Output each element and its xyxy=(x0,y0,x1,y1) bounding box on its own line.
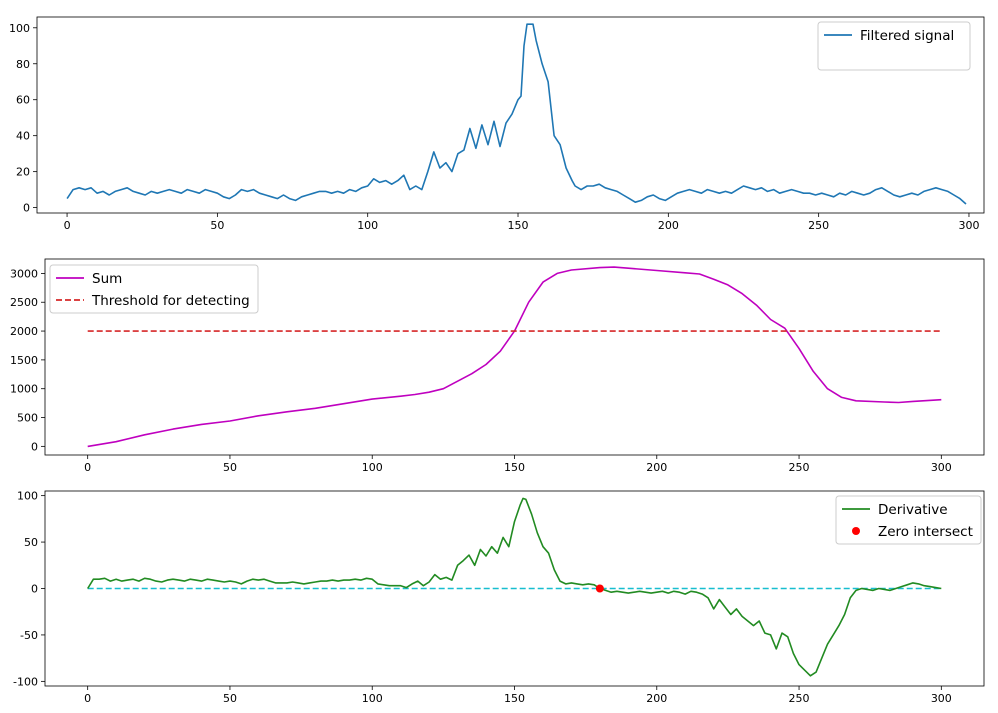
series-line xyxy=(87,497,942,677)
legend-label: Derivative xyxy=(878,502,948,518)
legend: Filtered signal xyxy=(817,21,971,71)
series-line xyxy=(66,23,967,205)
legend-label: Threshold for detecting xyxy=(91,293,250,309)
data-point xyxy=(595,584,604,593)
y-tick-label: 0 xyxy=(31,440,38,453)
series-line xyxy=(87,266,942,448)
legend-label: Zero intersect xyxy=(878,524,973,540)
y-tick-label: 50 xyxy=(24,536,38,549)
x-tick-label: 0 xyxy=(64,219,71,232)
y-tick-label: 1000 xyxy=(10,383,38,396)
legend: Derivative Zero intersect xyxy=(835,495,982,545)
y-tick-label: 20 xyxy=(16,166,30,179)
x-tick-label: 300 xyxy=(931,461,952,474)
legend-box xyxy=(835,495,982,545)
subplot-3: 0 50 100 150 200 250 300 -100 -50 0 50 100 Derivativ… xyxy=(13,490,985,705)
x-tick-label: 200 xyxy=(658,219,679,232)
y-tick-label: -100 xyxy=(13,675,38,688)
y-tick-label: 60 xyxy=(16,94,30,107)
legend-swatch xyxy=(852,527,860,535)
x-tick-label: 100 xyxy=(357,219,378,232)
x-tick-label: 250 xyxy=(808,219,829,232)
y-tick-label: 2000 xyxy=(10,325,38,338)
x-tick-label: 0 xyxy=(84,461,91,474)
legend-label: Sum xyxy=(92,271,122,287)
y-tick-label: -50 xyxy=(20,629,38,642)
x-tick-label: 200 xyxy=(646,461,667,474)
y-tick-label: 1500 xyxy=(10,354,38,367)
y-tick-label: 3000 xyxy=(10,267,38,280)
x-tick-label: 200 xyxy=(646,692,667,705)
x-tick-label: 100 xyxy=(362,461,383,474)
x-tick-label: 100 xyxy=(362,692,383,705)
subplot-1: 0 50 100 150 200 250 300 0 20 40 60 80 100 Filtered s… xyxy=(9,16,985,232)
legend-box xyxy=(817,21,971,71)
x-tick-label: 150 xyxy=(508,219,529,232)
x-tick-label: 150 xyxy=(504,461,525,474)
legend: Sum Threshold for detecting xyxy=(49,264,259,314)
legend-box xyxy=(49,264,259,314)
x-tick-label: 50 xyxy=(223,461,237,474)
x-tick-label: 250 xyxy=(789,692,810,705)
x-tick-label: 50 xyxy=(223,692,237,705)
legend-label: Filtered signal xyxy=(860,28,954,44)
x-tick-label: 300 xyxy=(931,692,952,705)
x-tick-label: 250 xyxy=(789,461,810,474)
axes-frame xyxy=(36,16,985,214)
y-tick-label: 100 xyxy=(17,490,38,503)
y-tick-label: 100 xyxy=(9,22,30,35)
y-tick-label: 40 xyxy=(16,130,30,143)
x-tick-label: 50 xyxy=(210,219,224,232)
subplot-2: 0 50 100 150 200 250 3000500100015002000250030… xyxy=(10,258,985,474)
x-tick-label: 300 xyxy=(958,219,979,232)
y-tick-label: 0 xyxy=(31,583,38,596)
y-tick-label: 80 xyxy=(16,58,30,71)
y-tick-label: 0 xyxy=(23,202,30,215)
y-tick-label: 2500 xyxy=(10,296,38,309)
y-tick-label: 500 xyxy=(17,412,38,425)
x-tick-label: 150 xyxy=(504,692,525,705)
x-tick-label: 0 xyxy=(84,692,91,705)
